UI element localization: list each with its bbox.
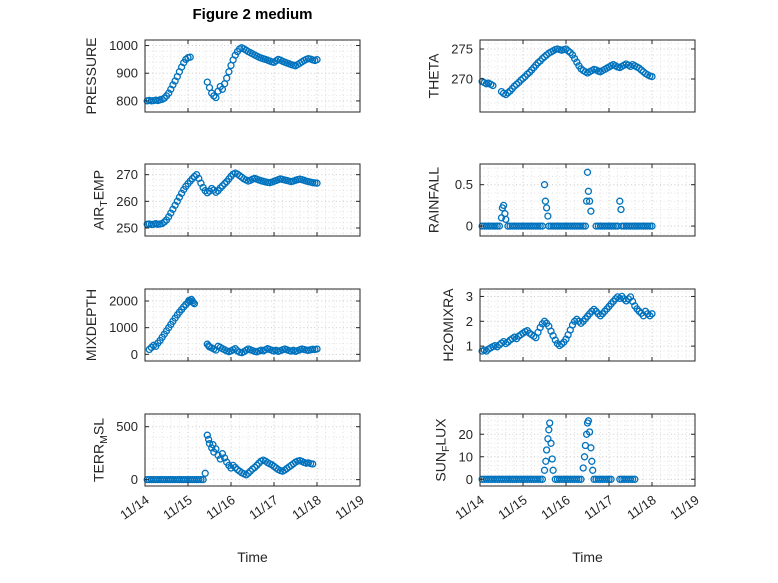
series-markers — [145, 295, 321, 357]
y-axis-label: RAINFALL — [425, 167, 441, 233]
y-tick-label: 900 — [116, 66, 138, 81]
tick-marks — [144, 40, 361, 112]
y-axis-label: PRESSURE — [83, 37, 99, 114]
y-tick-label: 0 — [131, 347, 138, 362]
subplot-sun-flux: 0 10 20 SUNFLUX 11/14 11/15 11/16 11/17 11/18 11/… — [433, 413, 702, 565]
subplot-terr-msl: 0 500 TERRMSL 11/14 11/15 11/16 11/17 11/18 11/1… — [90, 413, 367, 565]
y-tick-label: 0 — [466, 472, 473, 487]
series-markers — [478, 292, 656, 355]
x-tick-label: 11/16 — [538, 492, 572, 522]
tick-marks — [144, 164, 361, 236]
y-tick-label: 0 — [466, 219, 473, 234]
series-markers — [143, 431, 317, 484]
figure-title: Figure 2 medium — [192, 6, 313, 23]
y-tick-label: 270 — [451, 72, 473, 87]
y-tick-label: 1 — [466, 339, 473, 354]
x-tick-label: 11/16 — [203, 492, 237, 522]
axes-box — [479, 413, 696, 487]
tick-marks — [144, 289, 361, 361]
y-axis-label: THETA — [425, 53, 441, 99]
series-markers — [478, 168, 656, 230]
x-tick-label: 11/19 — [332, 492, 366, 522]
axes-box — [144, 288, 361, 362]
series-markers — [478, 417, 639, 483]
y-axis-label: TERRMSL — [90, 418, 110, 482]
x-tick-label: 11/17 — [246, 492, 280, 522]
x-tick-label: 11/19 — [667, 492, 701, 522]
y-tick-label: 1000 — [109, 320, 138, 335]
x-tick-label: 11/15 — [160, 492, 194, 522]
x-tick-label: 11/15 — [495, 492, 529, 522]
tick-marks — [144, 414, 361, 486]
x-tick-label: 11/17 — [581, 492, 615, 522]
x-tick-label: 11/18 — [289, 492, 323, 522]
subplot-air-temp: 250 260 270 AIRTEMP — [90, 163, 361, 237]
y-tick-label: 500 — [116, 419, 138, 434]
y-tick-label: 250 — [116, 221, 138, 236]
axes-box — [479, 39, 696, 113]
axes-box — [144, 39, 361, 113]
x-axis-title: Time — [237, 549, 268, 565]
y-tick-label: 0 — [131, 472, 138, 487]
axes-box — [144, 413, 361, 487]
subplot-mixdepth: 0 1000 2000 MIXDEPTH — [83, 288, 361, 362]
axes-box — [479, 163, 696, 237]
series-markers — [478, 45, 656, 99]
series-markers — [143, 169, 321, 229]
y-tick-label: 275 — [451, 42, 473, 57]
tick-marks — [479, 289, 696, 361]
series-markers — [143, 44, 321, 105]
y-axis-label: H2OMIXRA — [440, 288, 456, 362]
tick-marks — [479, 164, 696, 236]
y-tick-label: 1000 — [109, 38, 138, 53]
y-axis-label: AIRTEMP — [90, 170, 110, 230]
y-tick-label: 800 — [116, 93, 138, 108]
tick-marks — [479, 40, 696, 112]
tick-marks — [479, 414, 696, 486]
y-tick-label: 2000 — [109, 294, 138, 309]
x-axis-title: Time — [572, 549, 603, 565]
y-tick-label: 270 — [116, 167, 138, 182]
y-tick-label: 260 — [116, 194, 138, 209]
y-tick-label: 3 — [466, 289, 473, 304]
grid — [144, 289, 361, 361]
x-tick-label: 11/18 — [624, 492, 658, 522]
subplot-h2omixra: 1 2 3 H2OMIXRA — [440, 288, 696, 362]
x-tick-label: 11/14 — [452, 492, 486, 522]
y-tick-label: 0.5 — [455, 177, 473, 192]
subplot-rainfall: 0 0.5 RAINFALL — [425, 163, 696, 237]
y-tick-label: 20 — [459, 427, 473, 442]
subplot-theta: 270 275 THETA — [425, 39, 696, 113]
axes-box — [144, 163, 361, 237]
y-tick-label: 10 — [459, 449, 473, 464]
subplot-pressure: 800 900 1000 PRESSURE — [83, 37, 361, 115]
y-axis-label: SUNFLUX — [433, 418, 453, 482]
x-tick-label: 11/14 — [117, 492, 151, 522]
y-tick-label: 2 — [466, 314, 473, 329]
axes-box — [479, 288, 696, 362]
y-axis-label: MIXDEPTH — [83, 289, 99, 361]
